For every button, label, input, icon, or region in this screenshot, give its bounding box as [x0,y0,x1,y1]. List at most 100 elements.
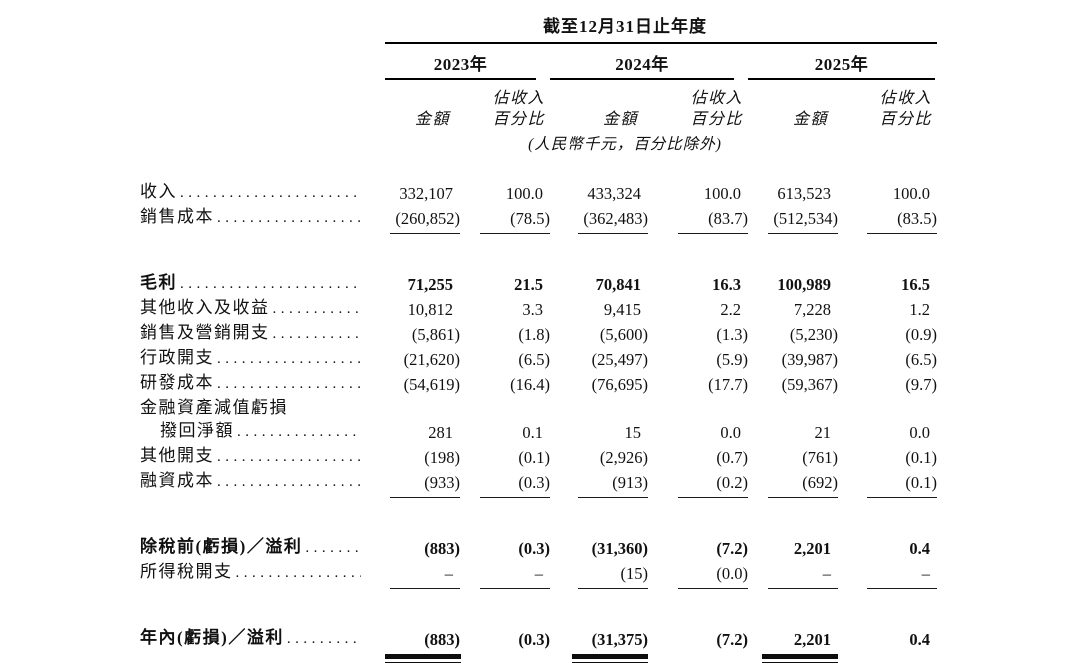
cell-value: 2,201 [793,539,831,558]
cell-value [748,396,838,419]
cell-value: 16.5 [901,275,931,294]
cell-value [838,396,937,419]
cell-value: (0.7) [716,448,748,467]
double-underline-rule [762,654,838,663]
underline-rule [578,497,648,498]
cell-value: (6.5) [905,350,938,369]
cell-value: (0.9) [905,325,938,344]
amount-header-2025: 金額 [792,111,828,128]
cell-value: – [444,564,453,583]
cell-value: 332,107 [399,184,453,203]
row-label-text: 除稅前(虧損)／溢利 [140,537,303,556]
row-label-text: 收入 [140,182,177,201]
double-underline-rule [572,654,648,663]
table-row: 銷售及營銷開支.................................… [140,321,937,346]
underline-row [140,494,938,508]
cell-value: (16.4) [510,375,550,394]
cell-value: (0.1) [905,473,938,492]
row-label: 收入......................................… [140,180,385,205]
row-label: 金融資產減值虧損 [140,396,385,419]
row-label: 除稅前(虧損)／溢利..............................… [140,535,385,560]
cell-value: (883) [424,539,460,558]
row-label: 其他開支....................................… [140,444,385,469]
cell-value: (83.5) [897,209,938,228]
dot-leader: ........................................… [180,185,361,201]
dot-leader: ........................................… [235,565,362,581]
cell-value: (31,360) [591,539,648,558]
row-label-text: 融資成本 [140,471,214,490]
cell-value [648,396,748,419]
cell-value: 7,228 [793,300,831,319]
cell-value: (83.7) [708,209,748,228]
unit-note-row: (人民幣千元，百分比除外) [140,130,937,154]
row-label-text: 其他收入及收益 [140,298,270,317]
cell-value: (5,600) [599,325,648,344]
pct-header2-2023: 百分比 [492,111,545,128]
row-label: 毛利......................................… [140,271,385,296]
dot-leader: ........................................… [180,276,361,292]
table-row: 收入......................................… [140,180,937,205]
table-row: 研發成本....................................… [140,371,937,396]
underline-rule [768,588,838,589]
cell-value: – [921,564,931,583]
cell-value: (5,230) [789,325,838,344]
row-label-text: 金融資產減值虧損 [140,398,288,417]
table-row: 所得稅開支...................................… [140,560,937,585]
cell-value: 100.0 [892,184,931,203]
cell-value [550,396,648,419]
cell-value: 0.1 [522,423,543,442]
cell-value: (7.2) [716,539,748,558]
table-row: 除稅前(虧損)／溢利..............................… [140,535,937,560]
cell-value: 613,523 [777,184,831,203]
underline-row [140,230,938,244]
document-page: 截至12月31日止年度 2023年 2024年 2025年 佔收入 [0,12,1080,663]
underline-rule [390,233,460,234]
row-label-text: 行政開支 [140,348,214,367]
cell-value: (883) [424,630,460,649]
cell-value: (913) [612,473,648,492]
cell-value: (2,926) [599,448,648,467]
cell-value: 0.4 [909,630,931,649]
underline-rule [390,588,460,589]
year-header-2025: 2025年 [748,43,937,80]
amount-header-2024: 金額 [602,111,638,128]
row-label: 融資成本....................................… [140,469,385,494]
cell-value: 71,255 [407,275,453,294]
cell-value: 100,989 [777,275,831,294]
dot-leader: ........................................… [286,631,361,647]
cell-value: (9.7) [905,375,938,394]
underline-rule [678,497,748,498]
underline-rule [867,497,938,498]
table-row: 金融資產減值虧損 [140,396,937,419]
cell-value: (7.2) [716,630,748,649]
row-label: 行政開支....................................… [140,346,385,371]
cell-value: (692) [802,473,838,492]
row-label: 所得稅開支...................................… [140,560,385,585]
double-underline-rule [385,654,461,663]
row-label-text: 所得稅開支 [140,562,233,581]
table-title: 截至12月31日止年度 [543,17,708,36]
pct-header-2024: 佔收入 [690,90,743,107]
cell-value: (59,367) [781,375,838,394]
amount-header-2023: 金額 [414,111,450,128]
underline-rule [480,233,550,234]
cell-value: 16.3 [712,275,741,294]
cell-value: (0.0) [716,564,748,583]
underline-rule [768,497,838,498]
pct-header2-2024: 百分比 [690,111,743,128]
col-header-row: 金額 百分比 金額 百分比 金額 百分比 [140,109,937,130]
cell-value: (0.1) [518,448,550,467]
cell-value: 21.5 [514,275,543,294]
pct-header-line1-row: 佔收入 佔收入 佔收入 [140,80,937,109]
cell-value: (5.9) [716,350,748,369]
cell-value: (25,497) [591,350,648,369]
underline-rule [480,497,550,498]
cell-value: (21,620) [403,350,460,369]
cell-value: (76,695) [591,375,648,394]
cell-value: 433,324 [587,184,641,203]
financial-table: 截至12月31日止年度 2023年 2024年 2025年 佔收入 [140,12,938,669]
cell-value: (0.1) [905,448,938,467]
cell-value: 70,841 [595,275,641,294]
underline-rule [768,233,838,234]
table-title-row: 截至12月31日止年度 [140,12,938,44]
